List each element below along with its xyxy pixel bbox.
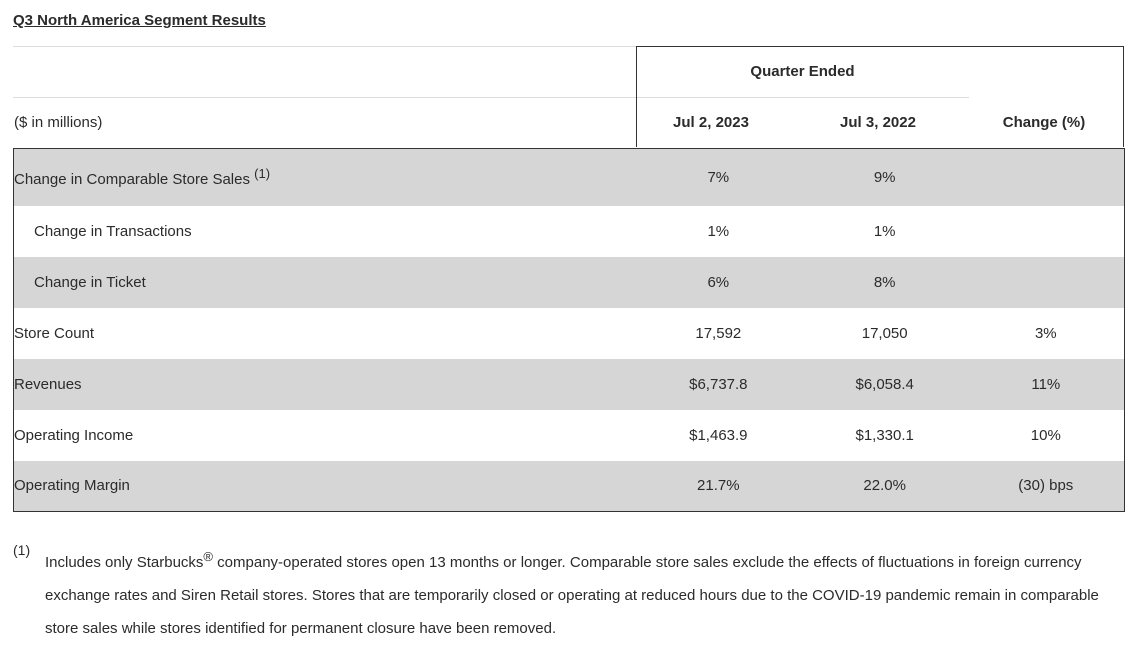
table-row: Change in Comparable Store Sales (1) 7% … xyxy=(13,148,1125,206)
cell-value: 21.7% xyxy=(634,460,802,512)
cell-value: 22.0% xyxy=(801,460,968,512)
cell-value: 9% xyxy=(801,148,968,206)
cell-value: 1% xyxy=(873,222,896,240)
footnote-ref: (1) xyxy=(254,166,271,182)
cell-value: 8% xyxy=(801,256,968,308)
cell-value: 11% xyxy=(967,358,1125,410)
registered-mark: ® xyxy=(203,549,214,564)
page-title: Q3 North America Segment Results xyxy=(13,12,266,29)
row-label: Revenues xyxy=(13,358,635,410)
divider xyxy=(637,97,969,98)
cell-value: $6,058.4 xyxy=(801,358,968,410)
row-label: Change in Comparable Store Sales (1) xyxy=(13,148,635,206)
row-label: Change in Transactions xyxy=(34,222,192,240)
units-label: ($ in millions) xyxy=(14,114,103,131)
row-label: Change in Ticket xyxy=(13,256,635,308)
table-row: Store Count 17,592 17,050 3% xyxy=(14,308,1125,359)
cell-value: 6% xyxy=(634,256,802,308)
column-header-jul-3-2022: Jul 3, 2022 xyxy=(840,114,916,131)
cell-value: 7% xyxy=(634,148,802,206)
table-row: Revenues $6,737.8 $6,058.4 11% xyxy=(13,358,1125,410)
cell-value: $6,737.8 xyxy=(634,358,802,410)
cell-value: 10% xyxy=(1030,426,1061,444)
cell-value: $1,463.9 xyxy=(689,426,748,444)
column-header-jul-2-2023: Jul 2, 2023 xyxy=(673,114,749,131)
row-label: Store Count xyxy=(14,324,95,342)
quarter-ended-label: Quarter Ended xyxy=(750,63,855,80)
divider xyxy=(13,97,636,98)
table-row: Operating Income $1,463.9 $1,330.1 10% xyxy=(14,410,1125,461)
table-row: Change in Ticket 6% 8% xyxy=(13,256,1125,308)
cell-value: 3% xyxy=(1034,324,1057,342)
cell-value: 17,592 xyxy=(695,324,742,342)
column-header-change: Change (%) xyxy=(1002,114,1086,131)
results-table: Change in Comparable Store Sales (1) 7% … xyxy=(13,148,1125,512)
cell-value xyxy=(967,256,1125,308)
table-row: Operating Margin 21.7% 22.0% (30) bps xyxy=(13,460,1125,512)
cell-value: 1% xyxy=(707,222,730,240)
row-label: Operating Income xyxy=(14,426,134,444)
divider xyxy=(13,46,636,47)
cell-value xyxy=(967,148,1125,206)
footnote-text: Includes only Starbucks® company-operate… xyxy=(45,549,1099,637)
table-row: Change in Transactions 1% 1% xyxy=(14,206,1125,257)
quarter-ended-header-box xyxy=(636,46,1124,147)
row-label: Operating Margin xyxy=(13,460,635,512)
cell-value: $1,330.1 xyxy=(855,426,914,444)
cell-value xyxy=(968,206,1125,257)
footnote-marker: (1) xyxy=(13,542,31,558)
cell-value: 17,050 xyxy=(861,324,908,342)
cell-value: (30) bps xyxy=(967,460,1125,512)
